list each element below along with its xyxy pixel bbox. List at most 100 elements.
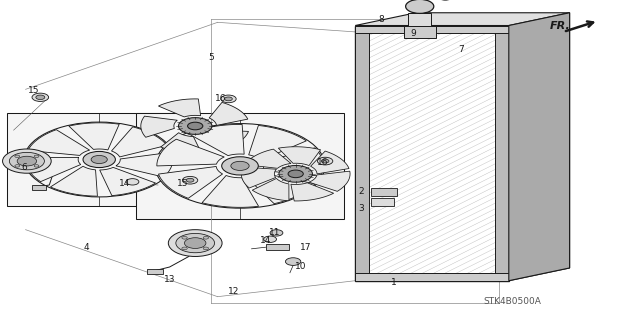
Bar	[404, 26, 436, 38]
Polygon shape	[111, 127, 167, 157]
Polygon shape	[509, 13, 570, 281]
Circle shape	[203, 247, 209, 250]
Circle shape	[184, 238, 206, 249]
Bar	[355, 26, 509, 33]
Polygon shape	[249, 125, 307, 160]
Polygon shape	[309, 171, 350, 191]
Text: FR.: FR.	[550, 20, 570, 31]
Polygon shape	[141, 116, 177, 137]
Bar	[371, 188, 397, 196]
Polygon shape	[51, 166, 97, 196]
Polygon shape	[26, 157, 81, 182]
Polygon shape	[252, 178, 289, 201]
Circle shape	[36, 95, 45, 100]
Bar	[355, 26, 509, 281]
Circle shape	[182, 176, 198, 184]
Text: 2: 2	[359, 187, 364, 196]
Circle shape	[168, 230, 222, 256]
Polygon shape	[159, 167, 223, 198]
Circle shape	[15, 155, 20, 158]
Circle shape	[279, 166, 312, 182]
Polygon shape	[310, 151, 349, 174]
Text: 8: 8	[378, 15, 383, 24]
Circle shape	[221, 157, 259, 175]
Text: 7: 7	[458, 45, 463, 54]
Text: 1: 1	[392, 278, 397, 287]
Text: 12: 12	[228, 287, 239, 296]
Polygon shape	[69, 123, 119, 150]
Polygon shape	[161, 133, 202, 153]
Text: 9: 9	[410, 29, 415, 38]
Text: 15: 15	[177, 179, 188, 188]
Polygon shape	[509, 13, 570, 281]
Circle shape	[32, 93, 49, 101]
Circle shape	[203, 236, 209, 239]
Circle shape	[317, 157, 333, 165]
Text: 17: 17	[300, 243, 312, 252]
Circle shape	[10, 152, 44, 170]
Circle shape	[91, 155, 108, 164]
Polygon shape	[244, 149, 291, 168]
Circle shape	[17, 156, 36, 166]
Circle shape	[83, 152, 115, 167]
Text: 16: 16	[215, 94, 227, 103]
Circle shape	[406, 0, 434, 13]
Circle shape	[24, 122, 174, 197]
Circle shape	[182, 236, 188, 239]
Polygon shape	[278, 147, 321, 166]
Circle shape	[270, 230, 283, 236]
Circle shape	[155, 123, 325, 208]
Circle shape	[176, 234, 214, 253]
Polygon shape	[203, 130, 248, 149]
Circle shape	[15, 165, 20, 167]
Polygon shape	[188, 124, 244, 156]
Circle shape	[3, 149, 51, 173]
Text: 5: 5	[209, 53, 214, 62]
Text: 11: 11	[269, 228, 281, 237]
Circle shape	[179, 118, 212, 134]
Circle shape	[34, 165, 39, 167]
Circle shape	[126, 179, 139, 185]
Polygon shape	[116, 152, 173, 177]
Bar	[7, 113, 191, 206]
Polygon shape	[159, 99, 200, 117]
Text: 4: 4	[84, 243, 89, 252]
Text: 14: 14	[260, 236, 271, 245]
Circle shape	[285, 258, 301, 265]
Circle shape	[225, 97, 232, 101]
Polygon shape	[100, 167, 156, 196]
Polygon shape	[246, 173, 315, 204]
Text: 10: 10	[295, 262, 307, 271]
Circle shape	[186, 178, 194, 182]
Polygon shape	[355, 13, 570, 26]
Polygon shape	[262, 148, 323, 176]
Circle shape	[221, 95, 236, 103]
Polygon shape	[209, 102, 248, 125]
Text: 13: 13	[164, 275, 175, 284]
Polygon shape	[241, 167, 276, 188]
Bar	[147, 269, 163, 274]
Circle shape	[288, 170, 303, 178]
Text: 16: 16	[317, 158, 329, 167]
Text: 3: 3	[359, 204, 364, 213]
Bar	[355, 26, 369, 281]
Text: 6: 6	[22, 163, 27, 172]
Polygon shape	[157, 139, 224, 166]
Bar	[371, 198, 394, 206]
Bar	[136, 113, 344, 219]
Polygon shape	[291, 183, 333, 201]
Circle shape	[34, 155, 39, 158]
Bar	[495, 26, 509, 281]
Circle shape	[182, 247, 188, 250]
Text: 15: 15	[28, 86, 40, 95]
Bar	[32, 185, 46, 190]
Bar	[355, 273, 509, 281]
Bar	[266, 244, 289, 250]
Bar	[408, 13, 431, 26]
Circle shape	[188, 122, 203, 130]
Polygon shape	[28, 130, 90, 155]
Circle shape	[231, 161, 249, 170]
Text: 14: 14	[119, 179, 131, 188]
Text: STK4B0500A: STK4B0500A	[483, 297, 541, 306]
Polygon shape	[202, 175, 259, 207]
